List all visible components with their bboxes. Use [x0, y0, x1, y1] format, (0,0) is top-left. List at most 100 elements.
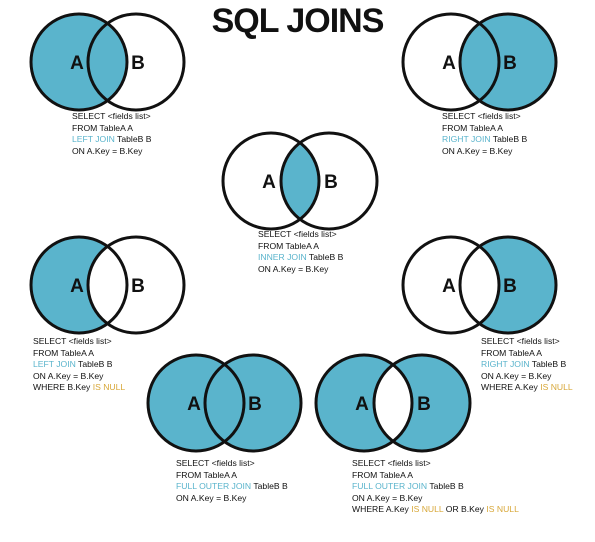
sql-line: FROM TableA A — [442, 123, 527, 135]
sql-line: ON A.Key = B.Key — [72, 146, 151, 158]
sql-line: WHERE B.Key IS NULL — [33, 382, 125, 394]
sql-from: FROM TableA A — [352, 469, 413, 480]
set-a-outline — [29, 12, 129, 112]
sql-line: SELECT <fields list> — [176, 458, 288, 470]
sql-select: SELECT <fields list> — [72, 111, 151, 121]
sql-on: ON A.Key = B.Key — [176, 492, 247, 503]
sql-line: SELECT <fields list> — [352, 458, 519, 470]
set-b-label: B — [248, 394, 262, 415]
sql-line: ON A.Key = B.Key — [352, 493, 519, 505]
set-a-outline — [314, 353, 414, 453]
sql-join-keyword: RIGHT JOIN — [481, 359, 530, 369]
sql-line: LEFT JOIN TableB B — [33, 359, 125, 371]
sql-from: FROM TableA A — [72, 122, 133, 133]
sql-line: FROM TableA A — [33, 348, 125, 360]
set-b-outline — [279, 131, 379, 231]
set-a-outline — [401, 12, 501, 112]
sql-select: SELECT <fields list> — [176, 458, 255, 468]
set-a-outline — [401, 235, 501, 335]
set-b-outline — [372, 353, 472, 453]
sql-line: RIGHT JOIN TableB B — [442, 134, 527, 146]
set-b-label: B — [131, 53, 145, 74]
sql-line: FULL OUTER JOIN TableB B — [352, 481, 519, 493]
intersection-region — [460, 237, 499, 333]
sql-join-keyword: LEFT JOIN — [72, 134, 115, 144]
sql-line: SELECT <fields list> — [481, 336, 573, 348]
set-b-outline — [203, 353, 303, 453]
sql-join-keyword: FULL OUTER JOIN — [176, 481, 252, 491]
sql-line: FULL OUTER JOIN TableB B — [176, 481, 288, 493]
intersection-region — [374, 355, 412, 451]
sql-join-keyword: RIGHT JOIN — [442, 134, 491, 144]
sql-join-table: TableB B — [114, 134, 152, 144]
set-a-outline — [221, 131, 321, 231]
sql-on: ON A.Key = B.Key — [72, 145, 143, 156]
intersection-region — [281, 133, 319, 229]
inner-join-sql: SELECT <fields list> FROM TableA A INNER J… — [258, 229, 343, 275]
sql-line: SELECT <fields list> — [442, 111, 527, 123]
sql-line: SELECT <fields list> — [258, 229, 343, 241]
sql-select: SELECT <fields list> — [352, 458, 431, 468]
sql-join-table: TableB B — [251, 481, 288, 491]
sql-join-table: TableB B — [75, 359, 113, 369]
sql-null-keyword: IS NULL — [411, 504, 444, 514]
sql-select: SELECT <fields list> — [33, 336, 112, 346]
sql-on: ON A.Key = B.Key — [258, 263, 329, 274]
set-b-label: B — [417, 394, 431, 415]
sql-null-keyword: IS NULL — [92, 382, 126, 392]
set-b-outline — [86, 12, 186, 112]
sql-null-keyword: IS NULL — [540, 382, 573, 392]
sql-select: SELECT <fields list> — [442, 111, 521, 121]
sql-line: ON A.Key = B.Key — [258, 264, 343, 276]
sql-line: ON A.Key = B.Key — [33, 371, 125, 383]
set-b-label: B — [503, 53, 517, 74]
intersection-region — [88, 237, 127, 333]
sql-line: FROM TableA A — [72, 123, 151, 135]
sql-join-table: TableB B — [427, 481, 464, 491]
set-b-label: B — [324, 172, 338, 193]
intersection-region — [88, 14, 127, 110]
sql-on: ON A.Key = B.Key — [442, 145, 513, 156]
sql-where: WHERE A.Key — [481, 382, 541, 392]
sql-select: SELECT <fields list> — [258, 229, 337, 239]
set-b-label: B — [131, 276, 145, 297]
set-a-label: A — [442, 276, 456, 297]
set-b-label: B — [503, 276, 517, 297]
sql-from: FROM TableA A — [33, 347, 94, 358]
intersection-region — [460, 14, 499, 110]
set-a-label: A — [442, 53, 456, 74]
sql-on: ON A.Key = B.Key — [481, 370, 552, 381]
sql-join-table: TableB B — [306, 252, 344, 262]
sql-where-or: OR B.Key — [443, 504, 487, 514]
right-join-sql: SELECT <fields list> FROM TableA A RIGHT J… — [442, 111, 527, 157]
sql-line: FROM TableA A — [481, 348, 573, 360]
sql-line: SELECT <fields list> — [72, 111, 151, 123]
set-a-label: A — [70, 276, 84, 297]
set-b-outline — [86, 235, 186, 335]
sql-on: ON A.Key = B.Key — [352, 492, 423, 503]
page-title: SQL JOINS — [211, 2, 385, 40]
set-a-label: A — [70, 53, 84, 74]
left-join-null-sql: SELECT <fields list> FROM TableA A LEFT JO… — [33, 336, 125, 394]
sql-line: FROM TableA A — [258, 241, 343, 253]
left-join-sql: SELECT <fields list> FROM TableA A LEFT JO… — [72, 111, 151, 157]
sql-join-table: TableB B — [529, 359, 567, 369]
sql-join-table: TableB B — [490, 134, 528, 144]
sql-line: ON A.Key = B.Key — [176, 493, 288, 505]
sql-line: LEFT JOIN TableB B — [72, 134, 151, 146]
sql-line: ON A.Key = B.Key — [442, 146, 527, 158]
sql-on: ON A.Key = B.Key — [33, 370, 104, 381]
sql-join-keyword: FULL OUTER JOIN — [352, 481, 428, 491]
set-b-outline — [458, 235, 558, 335]
sql-from: FROM TableA A — [176, 469, 237, 480]
sql-from: FROM TableA A — [258, 240, 319, 251]
set-a-outline — [29, 235, 129, 335]
